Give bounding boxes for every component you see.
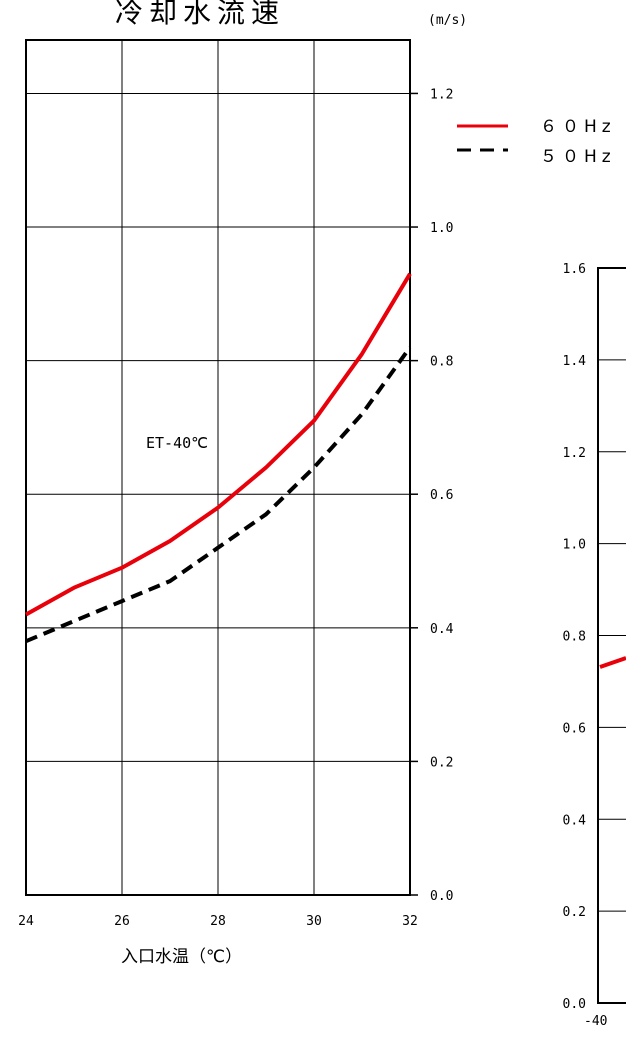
secondary-y-tick-label: 0.0 — [563, 997, 586, 1012]
y-tick-label: 1.2 — [430, 87, 453, 102]
x-axis-ticks: 24 26 28 30 32 — [18, 914, 418, 929]
y-tick-label: 0.8 — [430, 355, 453, 370]
x-tick-label: 26 — [114, 914, 130, 929]
x-tick-label: 32 — [402, 914, 418, 929]
secondary-chart: 0.0 0.2 0.4 0.6 0.8 1.0 1.2 1.4 1.6 -40 — [563, 262, 626, 1029]
secondary-y-tick-label: 0.6 — [563, 721, 586, 736]
x-tick-label: 30 — [306, 914, 322, 929]
y-tick-label: 0.2 — [430, 755, 453, 770]
secondary-y-tick-label: 0.4 — [563, 813, 587, 828]
x-tick-label: 28 — [210, 914, 226, 929]
annotation-label: ET-40℃ — [146, 434, 208, 452]
main-chart: 冷却水流速 (m/s) 0.0 0.2 0.4 0.6 0.8 1.0 1.2 24 26 28… — [18, 0, 467, 967]
secondary-x-tick: -40 — [584, 1014, 607, 1029]
secondary-y-tick-label: 0.8 — [563, 630, 586, 645]
y-axis-ticks: 0.0 0.2 0.4 0.6 0.8 1.0 1.2 — [410, 87, 454, 904]
y-tick-label: 0.4 — [430, 622, 454, 637]
legend-label-50hz: ５０Hz — [540, 147, 616, 167]
secondary-y-tick-label: 1.0 — [563, 538, 586, 553]
secondary-y-tick-label: 1.2 — [563, 446, 586, 461]
secondary-y-tick-label: 1.4 — [563, 354, 587, 369]
secondary-y-tick-label: 0.2 — [563, 905, 586, 920]
series-layer — [25, 272, 412, 644]
plot-frame — [25, 39, 411, 896]
y-tick-label: 0.6 — [430, 488, 453, 503]
secondary-y-axis-ticks: 0.0 0.2 0.4 0.6 0.8 1.0 1.2 1.4 1.6 — [563, 262, 626, 1012]
chart-title: 冷却水流速 — [115, 0, 285, 29]
legend: ６０Hz ５０Hz — [457, 117, 616, 167]
y-tick-label: 0.0 — [430, 889, 453, 904]
secondary-y-tick-label: 1.6 — [563, 262, 586, 277]
secondary-series-fragment — [599, 656, 626, 669]
y-unit-label: (m/s) — [428, 13, 467, 28]
series-line — [25, 272, 412, 617]
series-line — [25, 346, 412, 644]
legend-label-60hz: ６０Hz — [540, 117, 616, 137]
x-axis-label: 入口水温（℃） — [121, 947, 242, 967]
x-tick-label: 24 — [18, 914, 34, 929]
grid-lines — [26, 40, 410, 895]
y-tick-label: 1.0 — [430, 221, 453, 236]
